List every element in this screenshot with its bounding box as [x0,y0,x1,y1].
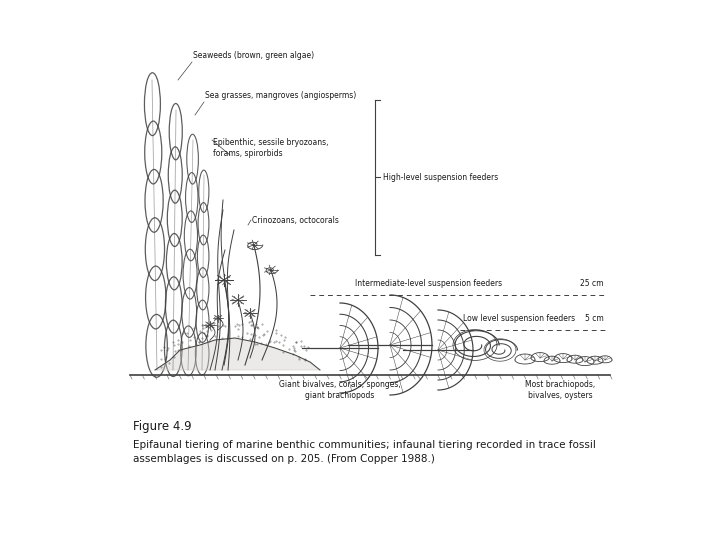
Text: Giant bivalves, corals, sponges,
giant brachiopods: Giant bivalves, corals, sponges, giant b… [279,380,401,400]
Text: High-level suspension feeders: High-level suspension feeders [383,173,498,183]
Text: Seaweeds (brown, green algae): Seaweeds (brown, green algae) [193,51,314,60]
Text: Intermediate-level suspension feeders: Intermediate-level suspension feeders [355,279,502,288]
Text: Figure 4.9: Figure 4.9 [133,420,192,433]
Text: Crinozoans, octocorals: Crinozoans, octocorals [252,215,339,225]
Text: 5 cm: 5 cm [585,314,604,323]
Text: Sea grasses, mangroves (angiosperms): Sea grasses, mangroves (angiosperms) [205,91,356,100]
Text: Low level suspension feeders: Low level suspension feeders [463,314,575,323]
Text: Epifaunal tiering of marine benthic communities; infaunal tiering recorded in tr: Epifaunal tiering of marine benthic comm… [133,440,596,464]
Text: Epibenthic, sessile bryozoans,
forams, spirorbids: Epibenthic, sessile bryozoans, forams, s… [213,138,328,158]
Text: Most brachiopods,
bivalves, oysters: Most brachiopods, bivalves, oysters [525,380,595,400]
Polygon shape [155,338,320,370]
Text: 25 cm: 25 cm [580,279,603,288]
